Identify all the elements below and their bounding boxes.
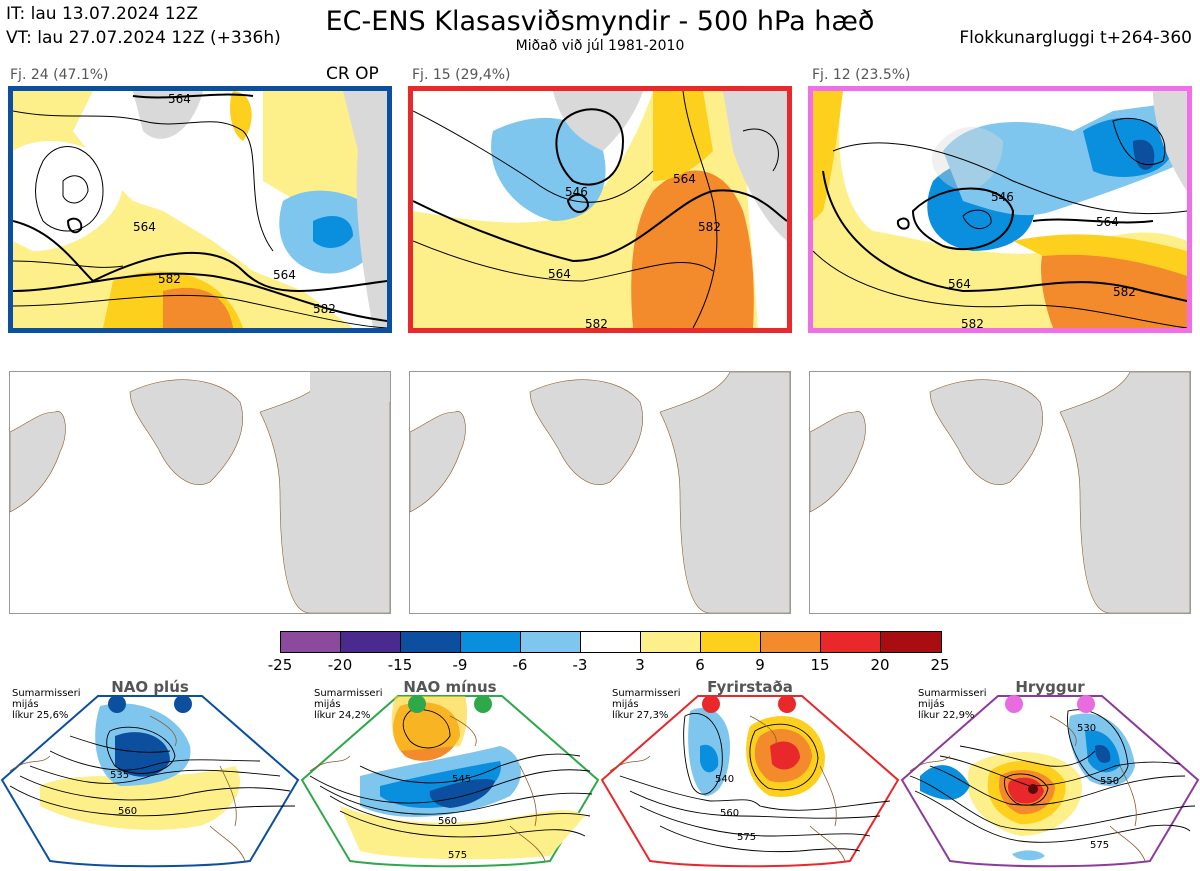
cluster-1-map[interactable]: 564 564 582 564 582: [8, 86, 392, 333]
contour-label: 564: [133, 220, 156, 234]
regime-probability: líkur 24,2%: [314, 710, 371, 721]
regime-name: Hryggur: [1015, 678, 1085, 696]
cluster-1-tag: CR OP: [326, 64, 379, 84]
regime-contour-label: 575: [1090, 840, 1109, 851]
contour-label: 564: [548, 267, 571, 281]
regime-season: Sumarmisseri: [918, 688, 987, 699]
colorbar-swatch: [881, 632, 941, 652]
colorbar-tick: -3: [572, 656, 588, 674]
regime-probability: líkur 25,6%: [12, 710, 69, 721]
empty-map-1[interactable]: [9, 371, 391, 614]
regime-blocking[interactable]: 540 560 575 Sumarmisseri mijás líkur 27,…: [600, 676, 900, 871]
valid-time: VT: lau 27.07.2024 12Z (+336h): [6, 28, 281, 48]
regime-contour-label: 560: [720, 808, 739, 819]
regime-period: mijás: [12, 699, 39, 710]
colorbar-swatch: [761, 632, 821, 652]
colorbar-swatch: [401, 632, 461, 652]
contour-label: 564: [948, 277, 971, 291]
regime-probability: líkur 22,9%: [918, 710, 975, 721]
cluster-2-map[interactable]: 546 564 582 564 582: [408, 86, 792, 333]
contour-label: 546: [565, 185, 588, 199]
regime-contour-label: 560: [438, 816, 457, 827]
regime-ridge[interactable]: 530 550 575 Sumarmisseri mijás líkur 22,…: [900, 676, 1200, 871]
page-title: EC-ENS Klasasviðsmyndir - 500 hPa hæð: [325, 6, 875, 37]
regime-contour-label: 535: [110, 770, 129, 781]
regime-contour-label: 560: [118, 806, 137, 817]
regime-name: NAO plús: [111, 678, 189, 696]
regime-name: NAO mínus: [403, 678, 497, 696]
contour-label: 546: [991, 190, 1014, 204]
contour-label: 582: [585, 317, 608, 328]
contour-label: 582: [698, 220, 721, 234]
contour-label: 564: [673, 172, 696, 186]
classification-window: Flokkunargluggi t+264-360: [959, 28, 1192, 48]
regime-nao-minus[interactable]: 545 560 575 Sumarmisseri mijás líkur 24,…: [300, 676, 600, 871]
regime-season: Sumarmisseri: [314, 688, 383, 699]
colorbar-swatch: [521, 632, 581, 652]
contour-label: 582: [313, 302, 336, 316]
regime-period: mijás: [612, 699, 639, 710]
page-subtitle: Miðað við júl 1981-2010: [515, 38, 685, 54]
colorbar-swatch: [581, 632, 641, 652]
cluster-2-label: Fj. 15 (29,4%): [410, 67, 513, 83]
contour-label: 564: [168, 92, 191, 106]
colorbar-tick: 25: [930, 656, 950, 674]
regime-probability: líkur 27,3%: [612, 710, 669, 721]
regime-contour-label: 530: [1077, 723, 1096, 734]
colorbar-swatch: [281, 632, 341, 652]
regime-nao-plus[interactable]: 535 560 Sumarmisseri mijás líkur 25,6% N…: [0, 676, 300, 871]
regime-season: Sumarmisseri: [612, 688, 681, 699]
regime-contour-label: 575: [448, 850, 467, 861]
initial-time: IT: lau 13.07.2024 12Z: [6, 4, 198, 24]
colorbar-tick: 6: [695, 656, 705, 674]
colorbar-tick: 20: [870, 656, 890, 674]
colorbar-tick: -20: [327, 656, 353, 674]
colorbar-swatch: [701, 632, 761, 652]
colorbar-swatch: [341, 632, 401, 652]
regime-season: Sumarmisseri: [12, 688, 81, 699]
regime-period: mijás: [918, 699, 945, 710]
colorbar-tick: -25: [267, 656, 293, 674]
colorbar: [280, 631, 942, 653]
empty-map-3[interactable]: [809, 371, 1191, 614]
colorbar-tick: -6: [512, 656, 528, 674]
cluster-3-map[interactable]: 546 564 564 582 582: [808, 86, 1192, 333]
regime-period: mijás: [314, 699, 341, 710]
contour-label: 564: [1096, 215, 1119, 229]
colorbar-tick: 15: [810, 656, 830, 674]
regime-name: Fyrirstaða: [707, 678, 793, 696]
colorbar-tick: 9: [755, 656, 765, 674]
colorbar-swatch: [641, 632, 701, 652]
colorbar-tick: -9: [452, 656, 468, 674]
colorbar-tick: -15: [387, 656, 413, 674]
cluster-3-label: Fj. 12 (23.5%): [810, 67, 913, 83]
contour-label: 564: [273, 268, 296, 282]
contour-label: 582: [1113, 285, 1136, 299]
cluster-1-label: Fj. 24 (47.1%): [8, 67, 111, 83]
regime-contour-label: 545: [452, 774, 471, 785]
colorbar-tick: 3: [635, 656, 645, 674]
colorbar-swatch: [461, 632, 521, 652]
colorbar-swatch: [821, 632, 881, 652]
regime-contour-label: 575: [737, 832, 756, 843]
contour-label: 582: [158, 272, 181, 286]
regime-contour-label: 550: [1100, 776, 1119, 787]
empty-map-2[interactable]: [409, 371, 791, 614]
contour-label: 582: [961, 317, 984, 328]
regime-contour-label: 540: [715, 774, 734, 785]
